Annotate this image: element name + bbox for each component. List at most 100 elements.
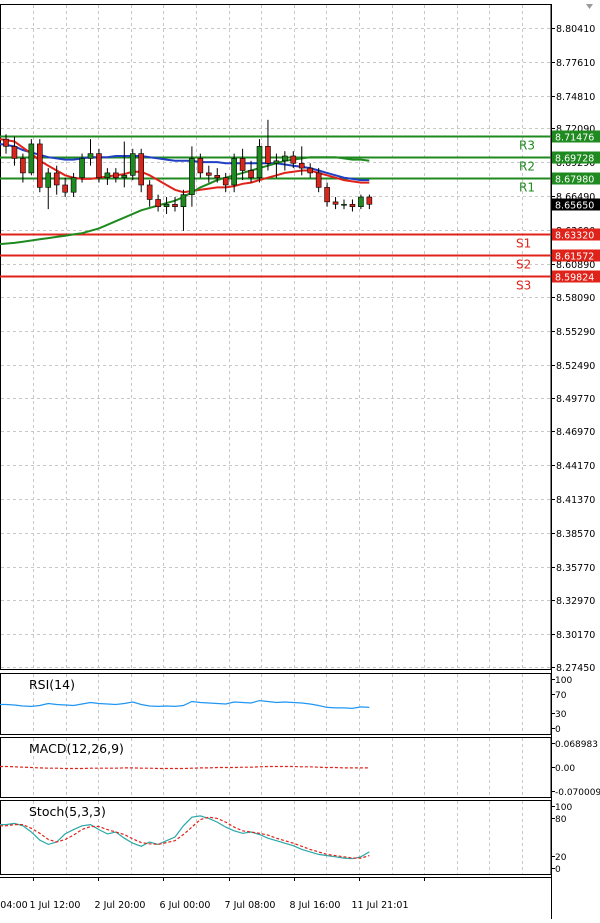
price-tick-label: 8.46970 (556, 427, 595, 438)
level-price-tag: 8.61572 (555, 252, 594, 263)
time-tick-label: 7 Jul 08:00 (225, 900, 276, 911)
candle-body (197, 158, 204, 174)
candle-body (155, 199, 161, 207)
indicator-tick-label: 0 (555, 865, 561, 875)
level-price-tag: 8.67980 (555, 175, 594, 186)
indicator-name: RSI(14) (29, 677, 75, 692)
candle-body (366, 196, 373, 205)
level-label-s2: S2 (516, 258, 531, 272)
candle-body (332, 201, 339, 205)
price-tick-label: 8.44170 (556, 461, 595, 472)
level-price-tag-bg (552, 249, 600, 262)
candle-body (20, 158, 26, 174)
candle-body (206, 172, 212, 176)
price-tick-label: 8.74810 (556, 92, 595, 103)
price-tick-label: 8.27450 (556, 663, 595, 674)
candle-body (222, 177, 229, 186)
indicator-tick-label: 20 (555, 853, 567, 863)
candle-body (70, 177, 77, 193)
candle-body (315, 172, 322, 188)
price-tick-label: 8.35770 (556, 563, 595, 574)
candle-body (36, 143, 43, 188)
candle-body (189, 158, 195, 195)
indicator-tick-label: 0.00 (555, 764, 575, 774)
indicator-line (0, 816, 370, 859)
indicator-tick-label: 80 (555, 815, 567, 825)
candle-body (239, 158, 246, 171)
level-price-tag: 8.69728 (555, 154, 594, 165)
level-price-tag: 8.71476 (555, 133, 594, 144)
candle-body (45, 172, 52, 188)
candle-body (256, 146, 263, 179)
price-tick-label: 8.60890 (556, 260, 595, 271)
level-label-r2: R2 (519, 160, 535, 174)
indicator-tick-label: 0 (555, 725, 561, 735)
price-tick-label: 8.52490 (556, 361, 595, 372)
scroll-marker-icon (586, 4, 593, 9)
level-price-tag-bg (552, 270, 600, 283)
current-price-tag: 8.65650 (555, 201, 594, 212)
candle-body (349, 203, 356, 207)
time-tick-label: 04:00 (0, 900, 27, 911)
current-price-tag-bg (552, 198, 600, 211)
indicator-tick-label: 100 (555, 803, 572, 813)
candle-body (214, 175, 221, 179)
candle-body (96, 153, 102, 179)
indicator-name: MACD(12,26,9) (29, 741, 124, 756)
candle-body (298, 162, 305, 169)
candle-body (307, 167, 314, 174)
level-label-r3: R3 (519, 139, 535, 153)
price-tick-label: 8.32970 (556, 596, 595, 607)
candle-body (53, 172, 60, 186)
price-tick-label: 8.30170 (556, 630, 595, 641)
candle-body (265, 146, 271, 164)
candle-body (138, 153, 144, 186)
candle-body (11, 146, 18, 159)
candle-body (146, 184, 153, 200)
indicator-line (0, 815, 370, 860)
moving-average-line (0, 156, 370, 246)
candle-body (104, 172, 111, 179)
indicator-tick-label: 30 (555, 710, 567, 720)
level-price-tag: 8.63320 (555, 231, 594, 242)
price-tick-label: 8.49770 (556, 394, 595, 405)
candle-body (248, 170, 254, 179)
level-label-s3: S3 (516, 279, 531, 293)
candle-body (180, 194, 187, 207)
level-price-tag: 8.59824 (555, 273, 594, 284)
candle-body (172, 203, 178, 207)
time-tick-label: 11 Jul 21:01 (352, 900, 409, 911)
price-tick-label: 8.58090 (556, 293, 595, 304)
candle-body (129, 153, 136, 176)
price-tick-label: 8.72090 (556, 124, 595, 135)
price-tick-label: 8.41370 (556, 495, 595, 506)
candle-body (79, 158, 85, 179)
price-tick-label: 8.38570 (556, 529, 595, 540)
candle-body (358, 196, 364, 207)
candle-body (87, 153, 94, 159)
level-label-r1: R1 (519, 181, 535, 195)
level-price-tag-bg (552, 228, 600, 241)
level-price-tag-bg (552, 151, 600, 164)
candle-body (113, 172, 119, 179)
indicator-tick-label: 70 (555, 691, 567, 701)
level-price-tag-bg (552, 172, 600, 185)
candle-body (62, 184, 68, 193)
indicator-name: Stoch(5,3,3) (29, 804, 106, 819)
candle-body (290, 155, 297, 164)
candle-body (273, 160, 280, 164)
indicator-line (0, 765, 370, 770)
candle-body (3, 138, 9, 147)
price-tick-label: 8.80410 (556, 24, 595, 35)
level-price-tag-bg (552, 130, 600, 143)
candle-body (28, 143, 35, 174)
price-tick-label: 8.66490 (556, 192, 595, 203)
indicator-tick-label: 0.068983 (555, 740, 598, 750)
candle-body (341, 203, 347, 206)
time-tick-label: 1 Jul 12:00 (30, 900, 81, 911)
time-tick-label: 2 Jul 20:00 (95, 900, 146, 911)
candle-body (163, 203, 170, 207)
price-tick-label: 8.55290 (556, 327, 595, 338)
